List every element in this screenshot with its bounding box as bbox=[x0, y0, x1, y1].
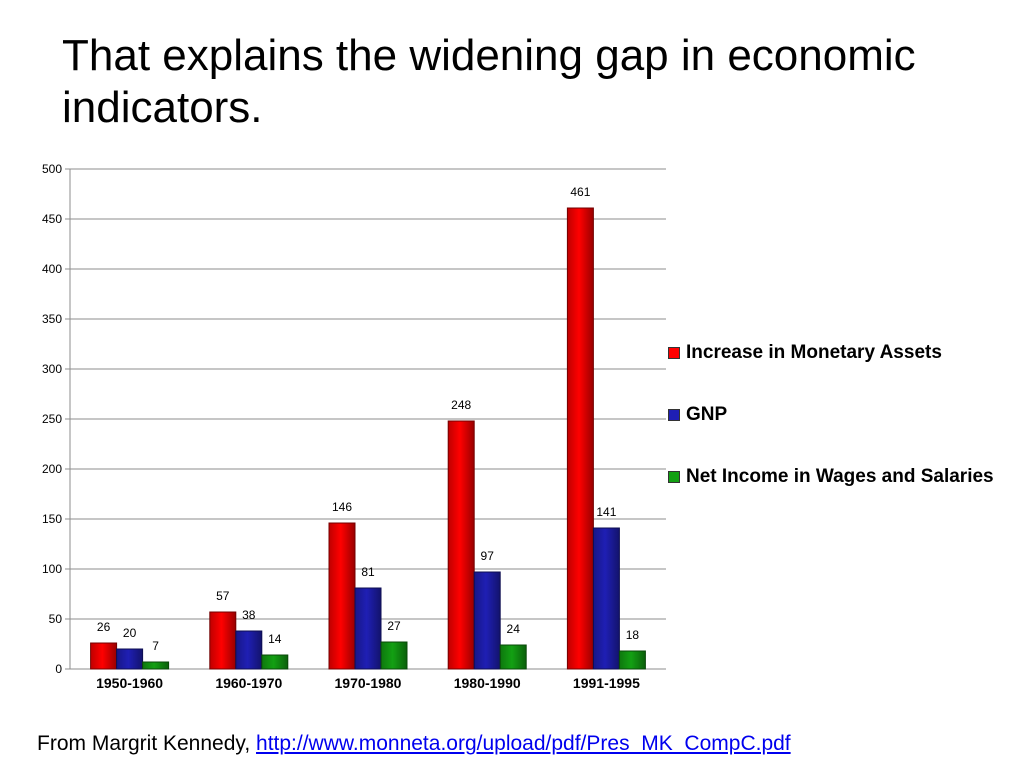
bar bbox=[447, 420, 475, 670]
legend-swatch bbox=[668, 409, 680, 421]
x-tick-label: 1960-1970 bbox=[215, 675, 282, 691]
y-tick-label: 400 bbox=[42, 262, 62, 276]
data-label: 248 bbox=[451, 398, 471, 412]
x-tick-label: 1980-1990 bbox=[454, 675, 521, 691]
y-tick-label: 0 bbox=[55, 662, 62, 676]
data-label: 24 bbox=[507, 622, 521, 636]
x-tick-label: 1991-1995 bbox=[573, 675, 640, 691]
data-label: 26 bbox=[97, 620, 111, 634]
legend-label: Net Income in Wages and Salaries bbox=[686, 466, 994, 487]
bar bbox=[618, 650, 646, 670]
legend-label: Increase in Monetary Assets bbox=[686, 342, 942, 363]
data-label: 27 bbox=[387, 619, 401, 633]
source-citation: From Margrit Kennedy, http://www.monneta… bbox=[37, 732, 791, 756]
bar bbox=[566, 207, 594, 670]
bar bbox=[473, 571, 501, 670]
data-label: 97 bbox=[481, 549, 495, 563]
bar bbox=[209, 611, 237, 670]
bar bbox=[261, 654, 289, 670]
bar bbox=[499, 644, 527, 670]
y-tick-label: 450 bbox=[42, 212, 62, 226]
bar bbox=[90, 642, 118, 670]
data-label: 461 bbox=[570, 185, 590, 199]
y-tick-label: 500 bbox=[42, 162, 62, 176]
legend-item: GNP bbox=[668, 402, 1016, 427]
legend-swatch bbox=[668, 347, 680, 359]
data-label: 146 bbox=[332, 500, 352, 514]
source-link[interactable]: http://www.monneta.org/upload/pdf/Pres_M… bbox=[256, 732, 791, 755]
y-tick-label: 100 bbox=[42, 562, 62, 576]
y-tick-label: 250 bbox=[42, 412, 62, 426]
data-label: 18 bbox=[626, 628, 640, 642]
data-label: 20 bbox=[123, 626, 137, 640]
source-prefix: From Margrit Kennedy, bbox=[37, 732, 257, 755]
bar bbox=[380, 641, 408, 670]
slide-title: That explains the widening gap in econom… bbox=[62, 31, 916, 132]
y-tick-label: 350 bbox=[42, 312, 62, 326]
y-tick-label: 50 bbox=[49, 612, 63, 626]
bar bbox=[354, 587, 382, 670]
legend-item: Increase in Monetary Assets bbox=[668, 340, 1016, 365]
legend-label: GNP bbox=[686, 404, 728, 425]
data-label: 57 bbox=[216, 589, 230, 603]
bar bbox=[328, 522, 356, 670]
data-label: 38 bbox=[242, 608, 256, 622]
y-tick-label: 200 bbox=[42, 462, 62, 476]
x-tick-label: 1970-1980 bbox=[335, 675, 402, 691]
bar bbox=[592, 527, 620, 670]
data-label: 14 bbox=[268, 632, 282, 646]
legend-swatch bbox=[668, 471, 680, 483]
y-tick-label: 300 bbox=[42, 362, 62, 376]
data-label: 7 bbox=[152, 639, 159, 653]
legend-item: Net Income in Wages and Salaries bbox=[668, 464, 1016, 489]
bar bbox=[116, 648, 144, 670]
y-tick-label: 150 bbox=[42, 512, 62, 526]
data-label: 141 bbox=[596, 505, 616, 519]
bar bbox=[142, 661, 170, 670]
x-tick-label: 1950-1960 bbox=[96, 675, 163, 691]
data-label: 81 bbox=[361, 565, 375, 579]
bar bbox=[235, 630, 263, 670]
